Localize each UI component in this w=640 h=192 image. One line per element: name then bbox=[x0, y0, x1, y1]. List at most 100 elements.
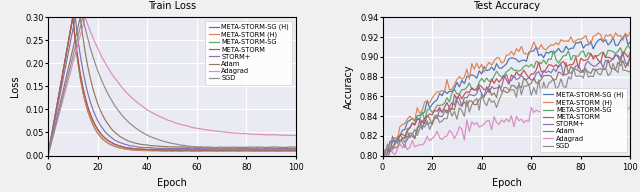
Legend: META-STORM-SG (H), META-STORM (H), META-STORM-SG, META-STORM, STORM+, Adam, Adag: META-STORM-SG (H), META-STORM (H), META-… bbox=[540, 88, 627, 152]
Adam bbox=[195, 146, 203, 148]
SGD bbox=[79, 16, 86, 18]
META-STORM-SG bbox=[396, 134, 404, 136]
META-STORM bbox=[396, 138, 404, 140]
META-STORM-SG bbox=[44, 154, 52, 157]
Adagrad bbox=[495, 125, 503, 127]
META-STORM-SG bbox=[161, 149, 168, 151]
META-STORM-SG (H) bbox=[441, 94, 449, 96]
META-STORM-SG bbox=[61, 58, 69, 60]
Line: Adagrad: Adagrad bbox=[383, 96, 630, 156]
META-STORM bbox=[61, 58, 69, 60]
META-STORM-SG (H) bbox=[379, 158, 387, 161]
META-STORM (H) bbox=[195, 150, 203, 152]
META-STORM bbox=[292, 149, 300, 151]
STORM+ bbox=[399, 130, 406, 132]
Adam bbox=[627, 58, 634, 60]
Line: META-STORM-SG: META-STORM-SG bbox=[383, 47, 630, 154]
META-STORM (H) bbox=[527, 46, 535, 48]
Line: META-STORM-SG (H): META-STORM-SG (H) bbox=[48, 17, 296, 155]
META-STORM (H) bbox=[564, 38, 572, 40]
META-STORM bbox=[379, 154, 387, 157]
META-STORM-SG bbox=[441, 104, 449, 106]
META-STORM-SG bbox=[527, 59, 535, 62]
STORM+ bbox=[624, 48, 632, 50]
META-STORM-SG bbox=[614, 46, 622, 48]
STORM+ bbox=[195, 147, 203, 150]
META-STORM-SG bbox=[109, 142, 116, 144]
META-STORM-SG (H) bbox=[627, 33, 634, 36]
META-STORM (H) bbox=[292, 150, 300, 152]
META-STORM-SG (H) bbox=[396, 133, 404, 136]
Adagrad bbox=[399, 146, 406, 148]
META-STORM-SG bbox=[564, 60, 572, 62]
SGD bbox=[552, 82, 560, 84]
STORM+ bbox=[232, 147, 240, 150]
META-STORM (H) bbox=[441, 86, 449, 88]
Adagrad bbox=[530, 111, 538, 113]
META-STORM bbox=[109, 142, 116, 144]
META-STORM (H) bbox=[379, 156, 387, 158]
SGD bbox=[627, 70, 634, 72]
Adam bbox=[399, 143, 406, 145]
Adagrad bbox=[391, 155, 399, 157]
META-STORM-SG (H) bbox=[292, 150, 300, 152]
SGD bbox=[493, 92, 500, 94]
SGD bbox=[527, 79, 535, 82]
Line: META-STORM-SG (H): META-STORM-SG (H) bbox=[383, 31, 630, 159]
Adam bbox=[381, 160, 389, 163]
Adagrad bbox=[597, 95, 605, 97]
META-STORM (H) bbox=[627, 33, 634, 36]
META-STORM-SG (H) bbox=[564, 43, 572, 45]
Title: Test Accuracy: Test Accuracy bbox=[473, 1, 540, 11]
META-STORM bbox=[161, 149, 168, 151]
SGD bbox=[609, 62, 617, 65]
SGD bbox=[379, 161, 387, 164]
Adagrad bbox=[567, 108, 575, 110]
META-STORM (H) bbox=[69, 16, 77, 18]
META-STORM-SG bbox=[379, 153, 387, 155]
META-STORM bbox=[493, 82, 500, 84]
SGD bbox=[292, 148, 300, 150]
Adagrad bbox=[220, 131, 228, 133]
STORM+ bbox=[495, 82, 503, 84]
STORM+ bbox=[381, 160, 389, 163]
Adam bbox=[555, 79, 563, 82]
Adagrad bbox=[627, 96, 634, 98]
Adam bbox=[567, 76, 575, 78]
Adam bbox=[161, 145, 168, 148]
META-STORM (H) bbox=[109, 144, 116, 147]
Adagrad bbox=[555, 111, 563, 113]
Adagrad bbox=[109, 74, 116, 76]
SGD bbox=[441, 121, 449, 124]
META-STORM bbox=[564, 64, 572, 66]
Adam bbox=[109, 129, 116, 131]
META-STORM-SG bbox=[232, 149, 240, 151]
META-STORM-SG (H) bbox=[493, 67, 500, 69]
META-STORM (H) bbox=[232, 149, 240, 152]
META-STORM (H) bbox=[61, 58, 69, 60]
Line: META-STORM (H): META-STORM (H) bbox=[48, 17, 296, 156]
STORM+ bbox=[627, 56, 634, 58]
META-STORM bbox=[220, 149, 228, 151]
STORM+ bbox=[220, 147, 228, 150]
X-axis label: Epoch: Epoch bbox=[157, 178, 187, 188]
META-STORM (H) bbox=[220, 150, 228, 152]
Title: Train Loss: Train Loss bbox=[148, 1, 196, 11]
Line: Adagrad: Adagrad bbox=[48, 17, 296, 155]
STORM+ bbox=[72, 16, 79, 18]
Line: META-STORM (H): META-STORM (H) bbox=[383, 31, 630, 157]
META-STORM-SG (H) bbox=[195, 150, 203, 152]
META-STORM bbox=[627, 51, 634, 54]
SGD bbox=[220, 147, 228, 150]
Adam bbox=[379, 154, 387, 156]
META-STORM-SG (H) bbox=[109, 144, 116, 146]
Y-axis label: Loss: Loss bbox=[10, 76, 20, 97]
STORM+ bbox=[555, 70, 563, 73]
Adam bbox=[44, 154, 52, 157]
META-STORM-SG (H) bbox=[604, 30, 612, 32]
STORM+ bbox=[61, 66, 69, 69]
Adagrad bbox=[443, 128, 451, 131]
Adam bbox=[232, 146, 240, 148]
STORM+ bbox=[292, 147, 300, 149]
META-STORM-SG (H) bbox=[220, 150, 228, 152]
